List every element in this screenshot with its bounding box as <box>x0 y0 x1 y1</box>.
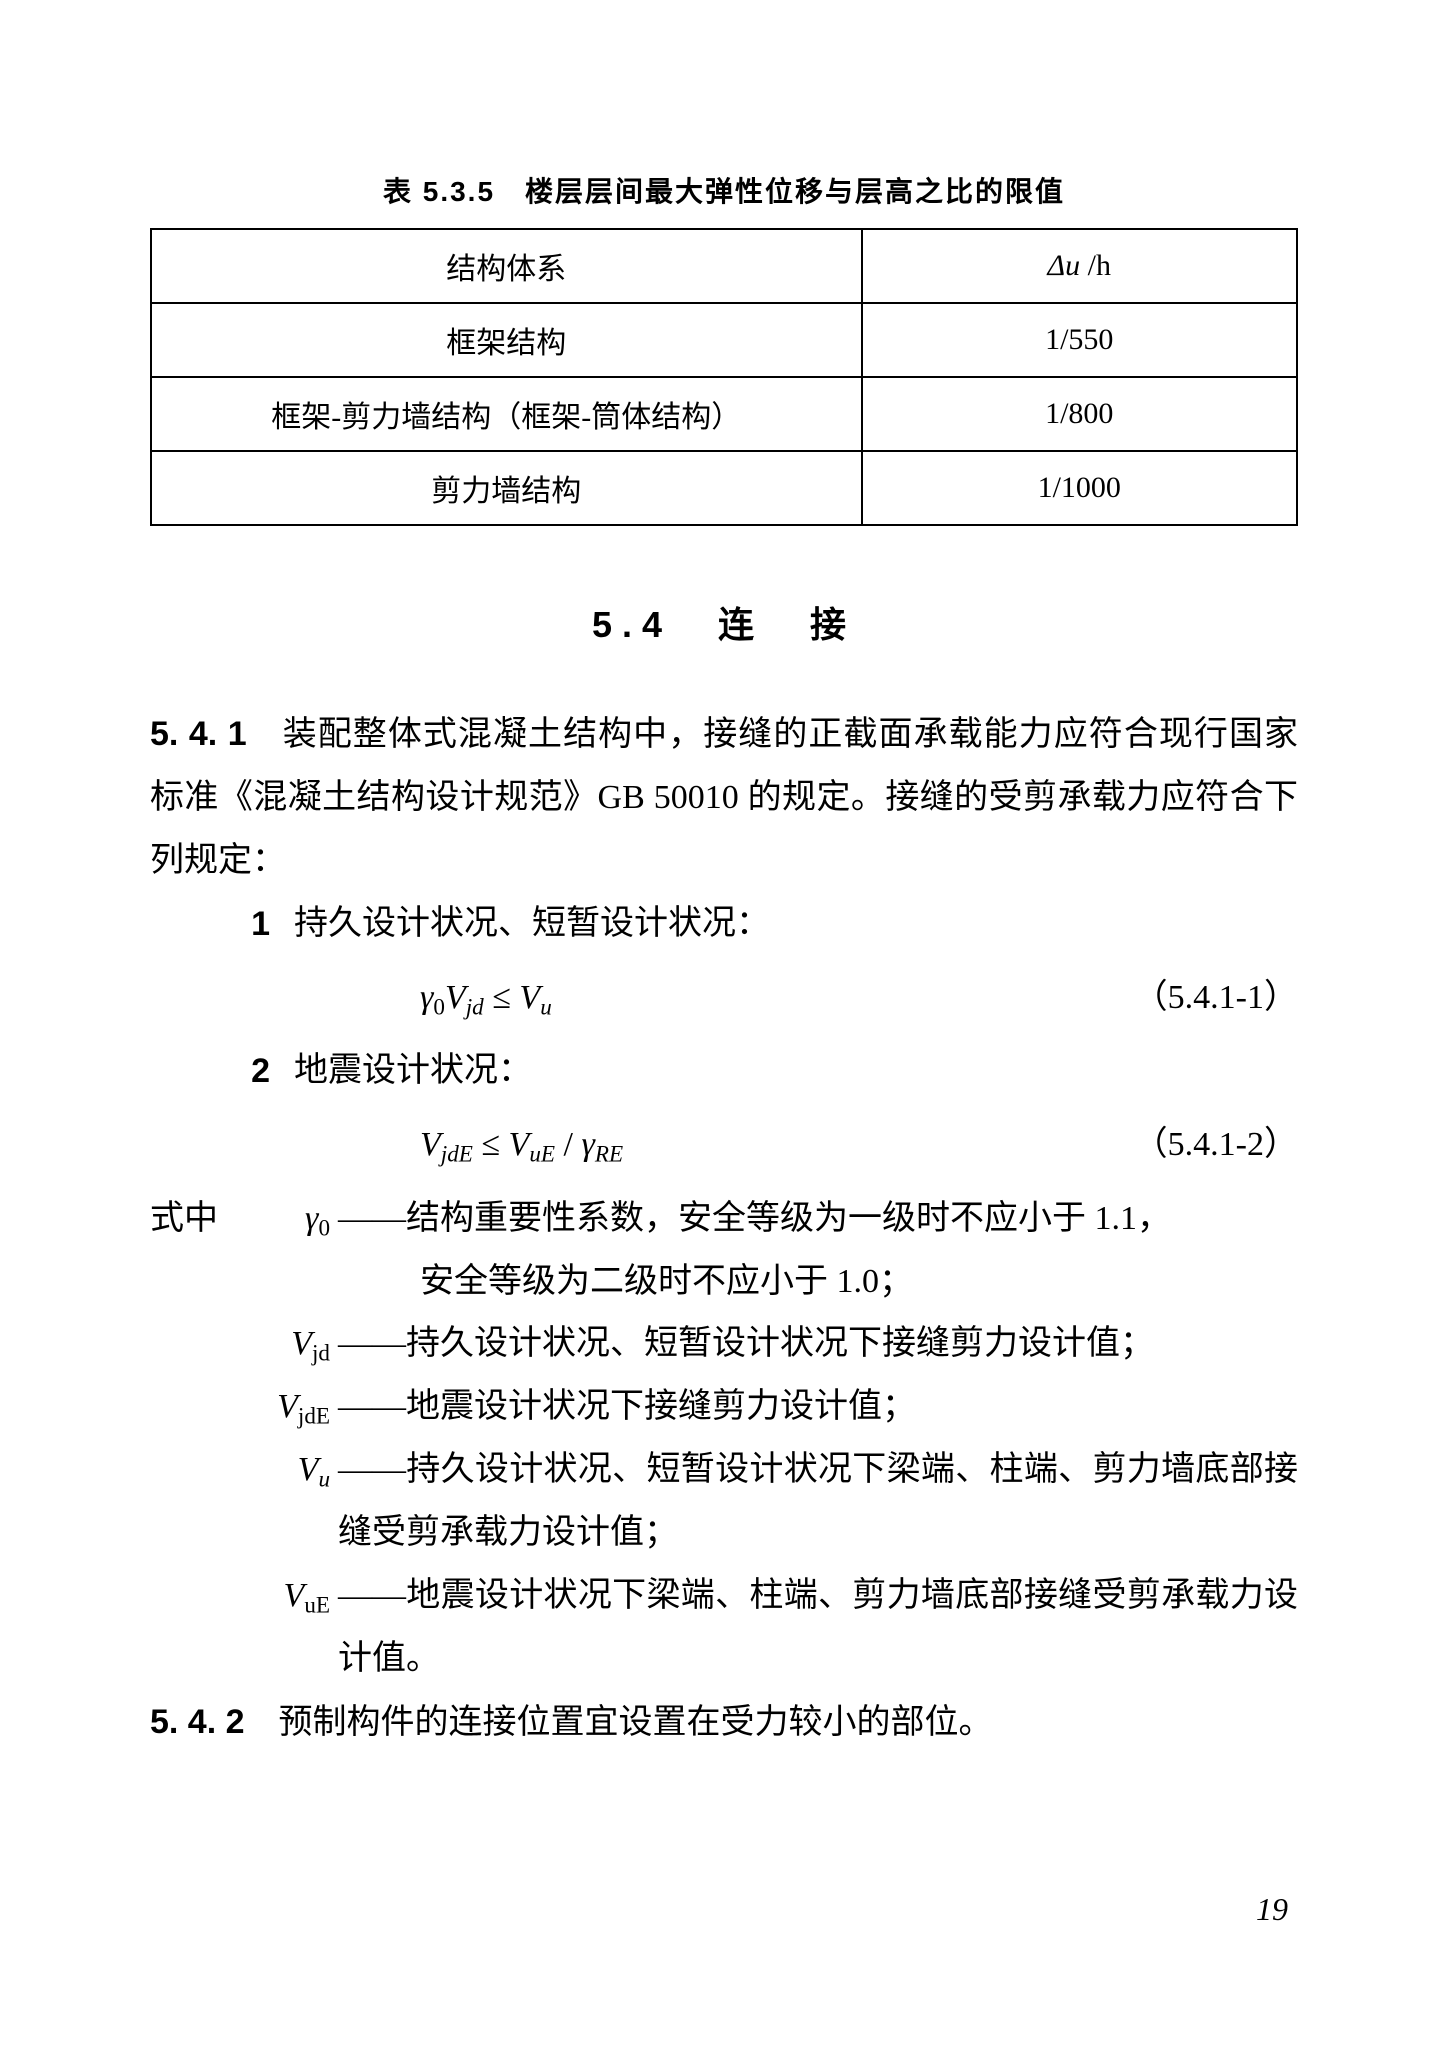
where-text-cont: 安全等级为二级时不应小于 1.0； <box>150 1251 1298 1314</box>
list-item-1: 1 持久设计状况、短暂设计状况： <box>150 893 1298 956</box>
where-text: ——地震设计状况下梁端、柱端、剪力墙底部接缝受剪承载力设计值。 <box>338 1565 1298 1691</box>
where-label: 式中 <box>150 1188 240 1251</box>
table-cell-limit: 1/1000 <box>862 451 1297 525</box>
where-text: ——持久设计状况、短暂设计状况下接缝剪力设计值； <box>338 1313 1298 1376</box>
page-number: 19 <box>1256 1891 1288 1928</box>
clause-5-4-1: 5. 4. 1 装配整体式混凝土结构中，接缝的正截面承载能力应符合现行国家标准《… <box>150 703 1298 893</box>
table-row: 剪力墙结构 1/1000 <box>151 451 1297 525</box>
where-text: ——持久设计状况、短暂设计状况下梁端、柱端、剪力墙底部接缝受剪承载力设计值； <box>338 1439 1298 1565</box>
where-symbol: VuE <box>240 1565 338 1691</box>
ratio-limit-table: 结构体系 Δu /h 框架结构 1/550 框架-剪力墙结构（框架-筒体结构） … <box>150 228 1298 526</box>
where-row-vu: Vu ——持久设计状况、短暂设计状况下梁端、柱端、剪力墙底部接缝受剪承载力设计值… <box>150 1439 1298 1565</box>
table-row: 框架-剪力墙结构（框架-筒体结构） 1/800 <box>151 377 1297 451</box>
list-number: 1 <box>150 893 294 956</box>
where-row-gamma0-cont: 安全等级为二级时不应小于 1.0； <box>150 1251 1298 1314</box>
delta-u-symbol: Δu <box>1048 249 1081 282</box>
list-text: 持久设计状况、短暂设计状况： <box>294 893 1298 956</box>
clause-text: 预制构件的连接位置宜设置在受力较小的部位。 <box>245 1704 993 1741</box>
table-cell-system: 框架结构 <box>151 303 862 377</box>
table-header-row: 结构体系 Δu /h <box>151 229 1297 303</box>
eq-body: VjdE ≤ VuE / γRE <box>420 1113 1078 1178</box>
where-row-gamma0: 式中 γ0 ——结构重要性系数，安全等级为一级时不应小于 1.1， <box>150 1188 1298 1251</box>
where-label-empty <box>150 1313 240 1376</box>
table-caption: 表 5.3.5 楼层层间最大弹性位移与层高之比的限值 <box>150 170 1298 210</box>
where-row-vjd: Vjd ——持久设计状况、短暂设计状况下接缝剪力设计值； <box>150 1313 1298 1376</box>
table-header-system: 结构体系 <box>151 229 862 303</box>
where-text: ——结构重要性系数，安全等级为一级时不应小于 1.1， <box>338 1188 1298 1251</box>
clause-text: 装配整体式混凝土结构中，接缝的正截面承载能力应符合现行国家标准《混凝土结构设计规… <box>150 716 1298 879</box>
where-row-vjde: VjdE ——地震设计状况下接缝剪力设计值； <box>150 1376 1298 1439</box>
where-label-empty <box>150 1439 240 1565</box>
section-title: 连 接 <box>718 604 856 645</box>
equation-5-4-1-2: VjdE ≤ VuE / γRE （5.4.1-2） <box>150 1113 1298 1178</box>
where-symbol: γ0 <box>240 1188 338 1251</box>
clause-number: 5. 4. 1 <box>150 715 247 753</box>
equation-5-4-1-1: γ0Vjd ≤ Vu （5.4.1-1） <box>150 966 1298 1031</box>
table-cell-system: 剪力墙结构 <box>151 451 862 525</box>
per-h: /h <box>1080 249 1111 282</box>
section-heading: 5.4 连 接 <box>150 596 1298 648</box>
table-cell-system: 框架-剪力墙结构（框架-筒体结构） <box>151 377 862 451</box>
eq-number: （5.4.1-2） <box>1078 1113 1298 1178</box>
page: 表 5.3.5 楼层层间最大弹性位移与层高之比的限值 结构体系 Δu /h 框架… <box>0 0 1448 2048</box>
where-text: ——地震设计状况下接缝剪力设计值； <box>338 1376 1298 1439</box>
list-text: 地震设计状况： <box>294 1040 1298 1103</box>
clause-number: 5. 4. 2 <box>150 1703 245 1741</box>
eq-body: γ0Vjd ≤ Vu <box>420 966 1078 1031</box>
where-label-empty <box>150 1565 240 1691</box>
where-symbol: Vjd <box>240 1313 338 1376</box>
list-number: 2 <box>150 1040 294 1103</box>
where-label-empty <box>150 1376 240 1439</box>
table-row: 框架结构 1/550 <box>151 303 1297 377</box>
table-cell-limit: 1/800 <box>862 377 1297 451</box>
table-header-ratio: Δu /h <box>862 229 1297 303</box>
where-symbol: Vu <box>240 1439 338 1565</box>
where-symbol: VjdE <box>240 1376 338 1439</box>
eq-number: （5.4.1-1） <box>1078 966 1298 1031</box>
table-cell-limit: 1/550 <box>862 303 1297 377</box>
where-block: 式中 γ0 ——结构重要性系数，安全等级为一级时不应小于 1.1， 安全等级为二… <box>150 1188 1298 1691</box>
section-number: 5.4 <box>592 604 672 645</box>
clause-5-4-2: 5. 4. 2 预制构件的连接位置宜设置在受力较小的部位。 <box>150 1691 1298 1755</box>
where-row-vue: VuE ——地震设计状况下梁端、柱端、剪力墙底部接缝受剪承载力设计值。 <box>150 1565 1298 1691</box>
list-item-2: 2 地震设计状况： <box>150 1040 1298 1103</box>
